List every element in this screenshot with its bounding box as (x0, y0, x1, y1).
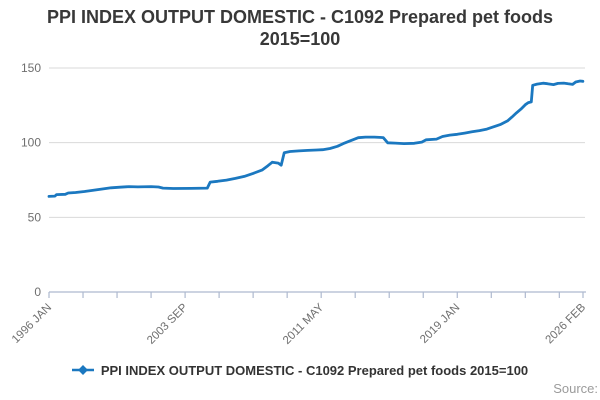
line-with-diamond-icon (71, 365, 94, 375)
x-tick-label-2003-sep: 2003 SEP (145, 301, 190, 346)
y-tick-label-50: 50 (28, 210, 42, 224)
chart-title-line2: 2015=100 (259, 29, 341, 49)
legend-label: PPI INDEX OUTPUT DOMESTIC - C1092 Prepar… (100, 362, 529, 378)
source-note: Source: (553, 381, 598, 396)
legend: PPI INDEX OUTPUT DOMESTIC - C1092 Prepar… (0, 360, 600, 380)
y-tick-label-150: 150 (21, 61, 41, 75)
x-tick-label-2026-feb: 2026 FEB (543, 301, 588, 346)
x-tick-label-2011-may: 2011 MAY (281, 301, 326, 346)
y-tick-label-100: 100 (21, 136, 41, 150)
series-line-0 (47, 79, 585, 198)
chart-title: PPI INDEX OUTPUT DOMESTIC - C1092 Prepar… (0, 6, 600, 50)
legend-item-ppi-series[interactable]: PPI INDEX OUTPUT DOMESTIC - C1092 Prepar… (71, 362, 529, 378)
y-tick-label-0: 0 (34, 285, 41, 299)
x-tick-label-1996-jan: 1996 JAN (10, 302, 54, 346)
line-chart-plot-area: 0 50 100 150 1996 JAN 2003 SEP 2011 MAY 2019 JA… (10, 61, 588, 347)
x-tick-label-2019-jan: 2019 JAN (418, 302, 462, 346)
chart-title-line1: PPI INDEX OUTPUT DOMESTIC - C1092 Prepar… (46, 7, 554, 27)
